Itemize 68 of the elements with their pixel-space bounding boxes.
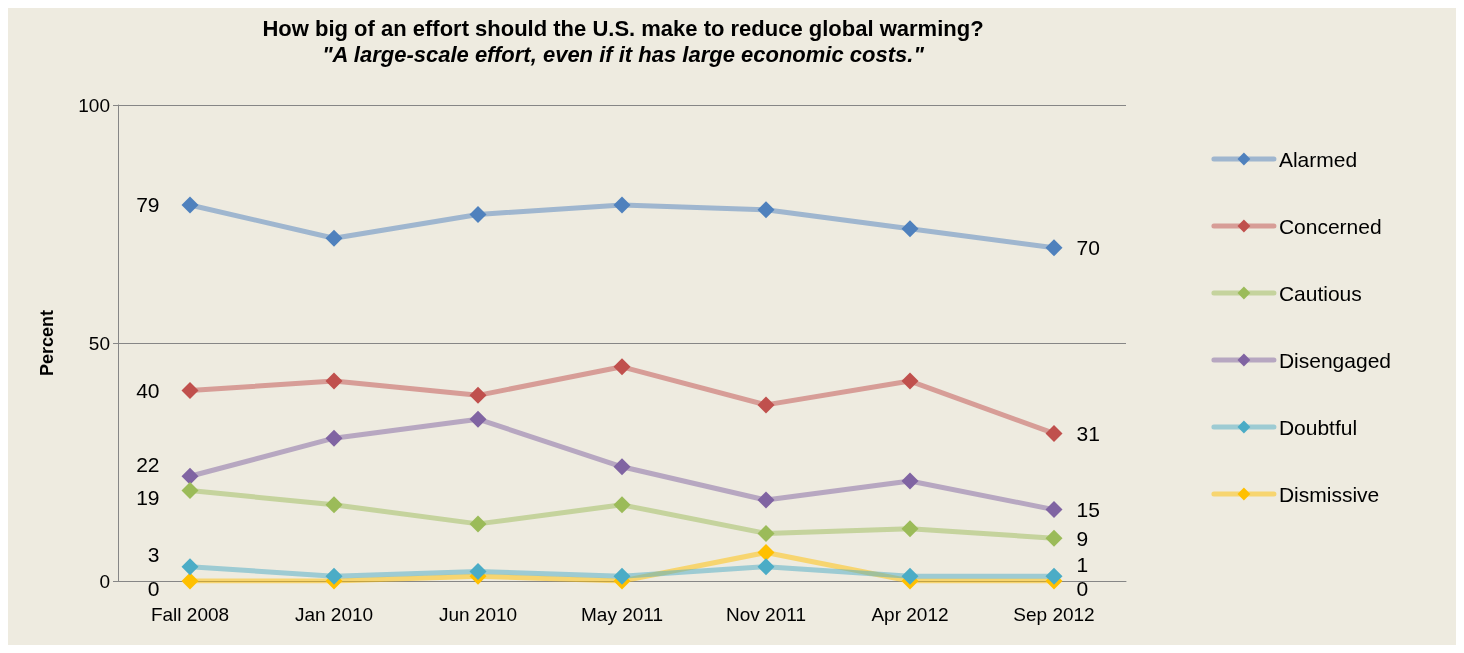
point [181, 196, 199, 214]
point [1045, 501, 1063, 519]
point [613, 196, 631, 214]
point [325, 567, 343, 585]
point [325, 429, 343, 447]
legend-label: Concerned [1278, 214, 1382, 238]
data-label: 9 [1076, 526, 1089, 550]
point [613, 358, 631, 376]
data-label: 3 [147, 543, 160, 567]
point [1045, 529, 1063, 547]
legend-label: Disengaged [1278, 348, 1392, 372]
point [1045, 424, 1063, 442]
point [469, 410, 487, 428]
point [901, 567, 919, 585]
data-label: 0 [147, 576, 160, 600]
chart-title: How big of an effort should the U.S. make to reduce global warming? [262, 15, 984, 41]
point [325, 496, 343, 514]
y-axis-title: Percent [37, 309, 57, 377]
point [757, 543, 775, 561]
point [325, 372, 343, 390]
legend-label: Doubtful [1278, 415, 1358, 439]
point [1045, 567, 1063, 585]
data-label: 0 [1076, 576, 1089, 600]
y-tick-label: 100 [78, 94, 110, 116]
point [181, 467, 199, 485]
point [181, 558, 199, 576]
point [1045, 239, 1063, 257]
x-tick-label: Jun 2010 [438, 604, 518, 625]
legend-label: Cautious [1278, 281, 1362, 305]
x-tick-label: Nov 2011 [726, 604, 806, 625]
legend-label: Dismissive [1278, 482, 1380, 506]
point [757, 524, 775, 542]
point [757, 201, 775, 219]
point [901, 372, 919, 390]
point [469, 515, 487, 533]
point [613, 496, 631, 514]
point [757, 396, 775, 414]
chart-subtitle: "A large-scale effort, even if it has large economic costs." [322, 41, 925, 67]
point [901, 472, 919, 490]
x-tick-label: Sep 2012 [1013, 604, 1095, 625]
data-label: 22 [136, 452, 160, 476]
data-label: 40 [136, 379, 160, 403]
x-tick-label: Apr 2012 [871, 604, 949, 625]
data-label: 79 [136, 193, 160, 217]
point [181, 572, 199, 590]
point [325, 229, 343, 247]
x-tick-label: Jan 2010 [294, 604, 374, 625]
legend-label: Alarmed [1278, 147, 1358, 171]
data-label: 31 [1076, 421, 1100, 445]
point [469, 386, 487, 404]
point [181, 382, 199, 400]
data-label: 70 [1076, 236, 1100, 260]
point [469, 205, 487, 223]
y-tick-label: 0 [99, 570, 110, 592]
point [469, 562, 487, 580]
y-tick-label: 50 [88, 332, 110, 354]
point [757, 558, 775, 576]
point [613, 458, 631, 476]
data-label: 1 [1076, 552, 1089, 576]
data-label: 15 [1076, 498, 1100, 522]
point [181, 482, 199, 500]
x-tick-label: May 2011 [580, 604, 664, 625]
point [613, 567, 631, 585]
data-label: 19 [136, 486, 160, 510]
x-tick-label: Fall 2008 [150, 604, 230, 625]
point [901, 520, 919, 538]
point [757, 491, 775, 509]
point [901, 220, 919, 238]
